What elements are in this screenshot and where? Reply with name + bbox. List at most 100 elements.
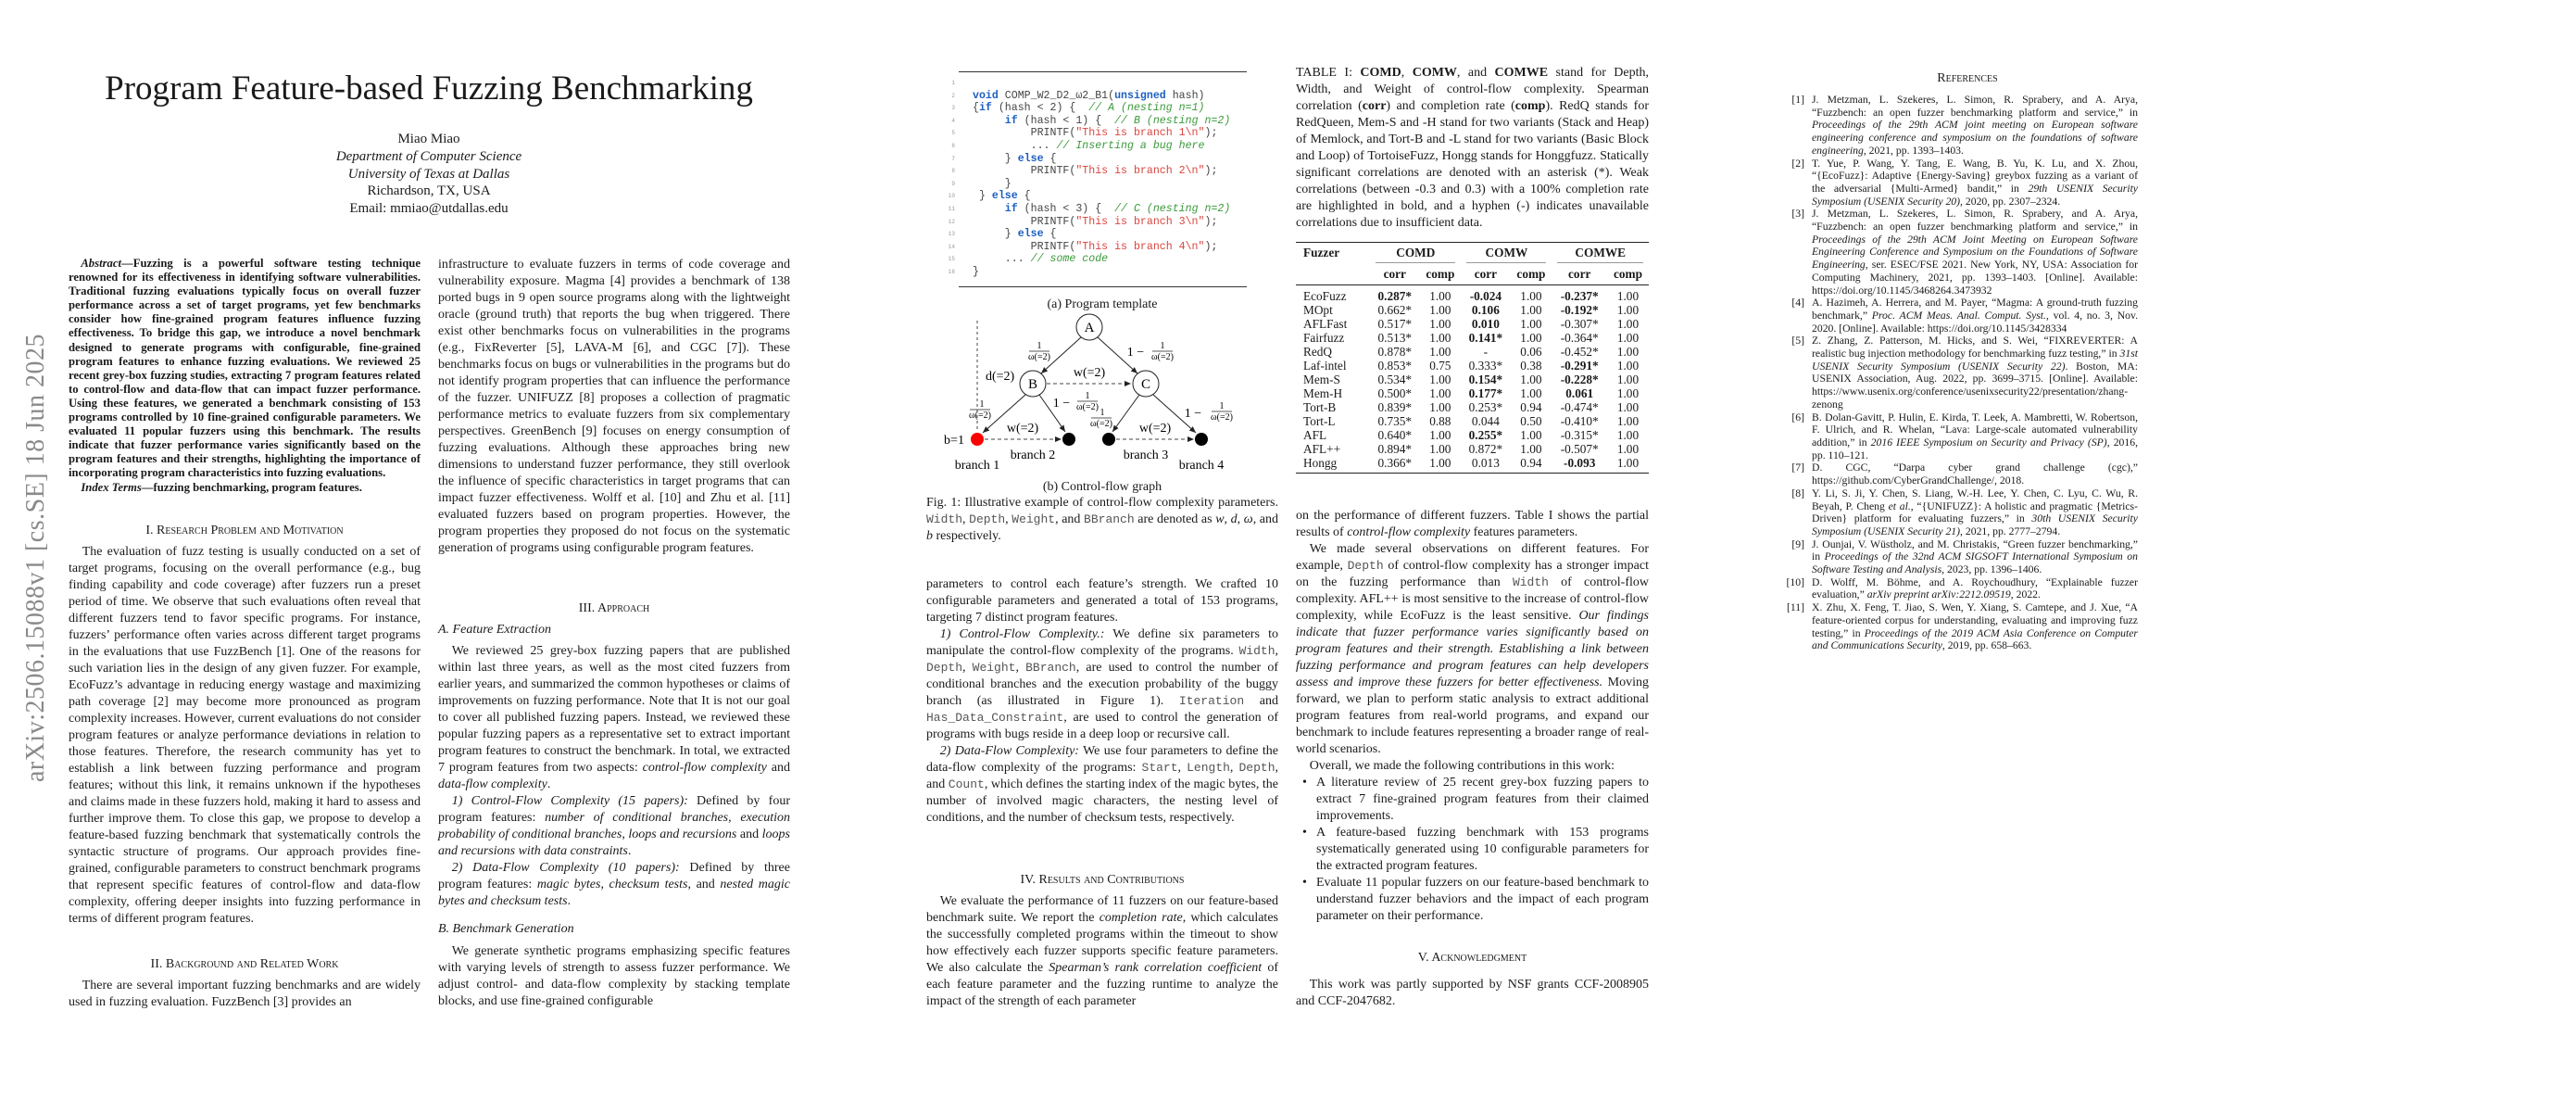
- contribution-item: A feature-based fuzzing benchmark with 1…: [1302, 825, 1649, 875]
- width-label-left: w(=2): [1007, 422, 1039, 436]
- line-number: 11: [948, 205, 955, 212]
- text-run: Width: [1238, 644, 1275, 658]
- text-run: control-flow complexity: [642, 761, 767, 775]
- text-run: ,: [1237, 512, 1244, 526]
- reference-number: [7]: [1791, 461, 1804, 474]
- table-cell: 0.177*: [1468, 386, 1503, 400]
- table-cell: 0.94: [1520, 400, 1542, 414]
- line-number: 7: [951, 155, 955, 162]
- section-4-body: We evaluate the performance of 11 fuzzer…: [926, 893, 1278, 1010]
- abstract: Abstract—Fuzzing is a powerful software …: [69, 257, 421, 495]
- fuzzer-name: Mem-H: [1303, 386, 1343, 400]
- text-run: The evaluation of fuzz testing is usuall…: [69, 545, 421, 926]
- table-cell: 0.06: [1520, 345, 1542, 359]
- author-univ: University of Texas at Dallas: [347, 166, 510, 182]
- reference-item: [3] J. Metzman, L. Szekeres, L. Simon, R.…: [1760, 208, 2138, 297]
- text-run: ,: [1224, 512, 1231, 526]
- text-run: We define six parameters to manipulate t…: [926, 627, 1278, 658]
- line-number: 9: [951, 180, 955, 187]
- reference-item: [8] Y. Li, S. Ji, Y. Chen, S. Liang, W.-H…: [1760, 487, 2138, 538]
- code-token: else: [1017, 228, 1044, 241]
- fuzzer-name: Tort-B: [1303, 400, 1337, 414]
- section-heading-2: II. Background and Related Work: [150, 957, 339, 971]
- reference-text: X. Zhu, X. Feng, T. Jiao, S. Wen, Y. Xia…: [1812, 601, 2138, 651]
- text-run: , 2020, pp. 2307–2324.: [1960, 195, 2061, 208]
- text-run: COMD: [1360, 66, 1401, 80]
- table-cell: -0.452*: [1560, 345, 1599, 359]
- table-cell: 1.00: [1429, 442, 1451, 456]
- reference-text: J. Metzman, L. Szekeres, L. Simon, R. Sp…: [1812, 94, 2138, 157]
- paragraph: The evaluation of fuzz testing is usuall…: [69, 544, 421, 928]
- table-cell: 1.00: [1520, 289, 1542, 303]
- section-heading-1: I. Research Problem and Motivation: [145, 524, 344, 537]
- leaf-branch2: [1062, 433, 1075, 446]
- prob-fraction-c-branch3: 1 ω(=2): [1090, 408, 1112, 429]
- text-run: Defined by three program features:: [438, 861, 790, 891]
- svg-text:ω(=2): ω(=2): [1076, 402, 1099, 412]
- node-c: [1132, 370, 1160, 398]
- text-run: ,: [962, 512, 970, 526]
- table-cell: -0.024: [1469, 289, 1502, 303]
- text-run: 2) Data-Flow Complexity:: [939, 744, 1079, 758]
- text-run: magic bytes: [536, 878, 601, 891]
- text-run: There are several important fuzzing benc…: [69, 979, 421, 1009]
- text-run: We use four parameters to define the dat…: [926, 744, 1279, 775]
- contributions-list: A literature review of 25 recent grey-bo…: [1296, 775, 1649, 925]
- text-run: We made several observations on differen…: [1296, 542, 1649, 573]
- table-row: Mem-S 0.534* 1.00 0.154* 1.00 -0.228* 1.00: [1296, 373, 1649, 386]
- code-token: }: [973, 177, 1012, 190]
- text-run: , vol. 4, no. 3, Nov. 2020. [Online]. Av…: [1812, 309, 2139, 335]
- edge-c-branch4: [1152, 394, 1197, 434]
- line-number: 12: [948, 218, 955, 225]
- text-run: on the performance of different fuzzers.…: [1296, 509, 1649, 539]
- fuzzer-name: Mem-S: [1303, 373, 1340, 386]
- code-token: {: [973, 102, 979, 115]
- text-run: J. Metzman, L. Szekeres, L. Simon, R. Sp…: [1812, 94, 2138, 119]
- reference-number: [8]: [1791, 486, 1804, 499]
- text-run: Count: [948, 777, 985, 791]
- text-run: of each feature parameter and the fuzzin…: [926, 961, 1278, 1008]
- table-row: EcoFuzz 0.287* 1.00 -0.024 1.00 -0.237* 1.00: [1296, 285, 1649, 304]
- author-block: Miao Miao Department of Computer Science…: [69, 131, 789, 218]
- code-token: }: [973, 190, 992, 203]
- reference-item: [9] J. Ounjai, V. Wüstholz, and M. Christ…: [1760, 538, 2138, 576]
- reference-text: A. Hazimeh, A. Herrera, and M. Payer, “M…: [1812, 297, 2138, 334]
- text-run: Width: [1512, 575, 1549, 589]
- table-cell: 1.00: [1616, 303, 1640, 317]
- code-token: {: [1043, 152, 1057, 165]
- text-run: 29th USENIX Security Symposium (USENIX S…: [1812, 182, 2138, 208]
- text-run: B. Dolan-Gavitt, P. Hulin, E. Kirda, T. …: [1812, 411, 2138, 449]
- header-sub: comp: [1606, 263, 1649, 285]
- text-run: J. Metzman, L. Szekeres, L. Simon, R. Sp…: [1812, 208, 2138, 234]
- text-run: .: [627, 844, 632, 858]
- section-heading-4: IV. Results and Contributions: [1020, 873, 1185, 887]
- code-line: 14 PRINTF("This is branch 4\n");: [949, 241, 1247, 254]
- node-a: [1075, 313, 1103, 341]
- code-text: void COMP_W2_D2_ω2_B1(unsigned hash): [973, 90, 1205, 103]
- code-line: 13 } else {: [949, 228, 1247, 241]
- text-run: checksum tests: [609, 878, 688, 891]
- text-run: ω: [1243, 512, 1253, 526]
- code-token: );: [1204, 215, 1218, 228]
- code-line: 4 if (hash < 1) { // B (nesting n=2): [951, 115, 1247, 128]
- code-token: PRINTF(: [973, 215, 1076, 228]
- acknowledgment-body: This work was partly supported by NSF gr…: [1296, 977, 1649, 1010]
- fuzzer-name: Hongg: [1296, 456, 1371, 474]
- text-run: Start: [1141, 761, 1178, 775]
- header-group: COMWE: [1552, 242, 1649, 263]
- header-sub: comp: [1419, 263, 1462, 285]
- text-run: , 2023, pp. 1396–1406.: [1941, 563, 2042, 576]
- code-text: }: [973, 178, 1012, 191]
- text-run: ,: [600, 878, 609, 891]
- table-row: RedQ 0.878* 1.00 - 0.06 -0.452* 1.00: [1296, 345, 1649, 359]
- text-run: of control-flow complexity. AFL++ is mos…: [1296, 575, 1649, 623]
- text-run: . Boston, MA: USENIX Association, Aug. 2…: [1812, 360, 2139, 411]
- reference-text: T. Yue, P. Wang, Y. Tang, E. Wang, B. Yu…: [1812, 158, 2138, 208]
- table-row: Fairfuzz 0.513* 1.00 0.141* 1.00 -0.364* 1.00: [1296, 331, 1649, 345]
- line-number: 2: [951, 92, 955, 99]
- code-token: ...: [973, 139, 1057, 152]
- header-sub: corr: [1370, 263, 1420, 285]
- table-cell: 1.00: [1419, 456, 1462, 474]
- svg-text:ω(=2): ω(=2): [969, 411, 991, 421]
- text-run: Proc. ACM Meas. Anal. Comput. Syst.: [1871, 309, 2046, 322]
